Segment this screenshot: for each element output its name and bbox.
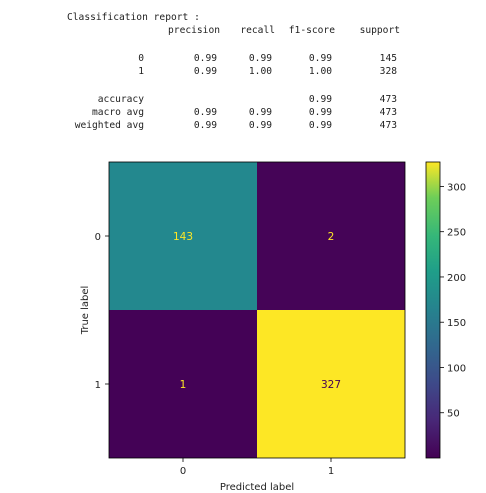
- report-header-f1-score: f1-score: [288, 25, 335, 36]
- report-header-support: support: [359, 25, 400, 36]
- colorbar-tick-label: 250: [447, 228, 466, 239]
- report-cell-precision: 0.99: [193, 107, 217, 118]
- y-tick-label: 0: [95, 232, 101, 243]
- report-cell-f1-score: 0.99: [308, 107, 332, 118]
- report-cell-f1-score: 0.99: [308, 53, 332, 64]
- matrix-cell-1-1: [257, 310, 405, 458]
- report-cell-support: 328: [379, 66, 397, 77]
- matrix-value-1-0: 1: [180, 379, 187, 391]
- colorbar-tick-label: 200: [447, 273, 466, 284]
- colorbar-tick-label: 150: [447, 318, 466, 329]
- report-cell-recall: 0.99: [248, 107, 272, 118]
- x-axis-label: Predicted label: [220, 482, 294, 493]
- matrix-cell-0-0: [109, 162, 257, 310]
- report-cell-f1-score: 0.99: [308, 120, 332, 131]
- report-header-recall: recall: [240, 25, 275, 36]
- plot-frame: [108, 161, 406, 459]
- matrix-cell-0-1: [257, 162, 405, 310]
- classification-report: Classification report : precision recall f1…: [0, 0, 486, 150]
- report-cell-support: 473: [379, 120, 397, 131]
- report-cell-precision: 0.99: [193, 53, 217, 64]
- confusion-matrix-chart: 143 2 1 327 50 100 150 200 250 300 0 1 0 1 Predicted…: [80, 161, 466, 493]
- colorbar-tick-label: 300: [447, 182, 466, 193]
- matrix-value-0-0: 143: [173, 231, 193, 243]
- report-cell-recall: 0.99: [248, 120, 272, 131]
- report-cell-support: 145: [379, 53, 397, 64]
- report-cell-recall: 1.00: [248, 66, 272, 77]
- matrix-cell-1-0: [109, 310, 257, 458]
- report-row-label: macro avg: [92, 107, 144, 118]
- colorbar-tick-label: 50: [447, 409, 460, 420]
- x-tick-label: 0: [180, 466, 186, 477]
- colorbar-tick-label: 100: [447, 363, 466, 374]
- y-tick-label: 1: [95, 380, 101, 391]
- report-row-label: accuracy: [97, 94, 144, 105]
- report-row-label: 1: [138, 66, 144, 77]
- report-cell-f1-score: 0.99: [308, 94, 332, 105]
- matrix-value-0-1: 2: [328, 231, 335, 243]
- report-cell-f1-score: 1.00: [308, 66, 332, 77]
- report-header-precision: precision: [168, 25, 220, 36]
- x-tick-label: 1: [328, 466, 334, 477]
- report-row-label: 0: [138, 53, 144, 64]
- report-cell-recall: 0.99: [248, 53, 272, 64]
- matrix-value-1-1: 327: [321, 379, 341, 391]
- report-cell-precision: 0.99: [193, 66, 217, 77]
- report-cell-precision: 0.99: [193, 120, 217, 131]
- report-cell-support: 473: [379, 94, 397, 105]
- report-title: Classification report :: [67, 12, 200, 23]
- report-cell-support: 473: [379, 107, 397, 118]
- colorbar: [425, 161, 441, 459]
- y-axis-label: True label: [80, 286, 91, 336]
- report-row-label: weighted avg: [74, 120, 144, 131]
